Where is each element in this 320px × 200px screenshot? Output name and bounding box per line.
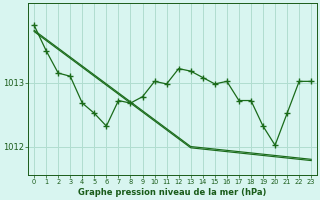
X-axis label: Graphe pression niveau de la mer (hPa): Graphe pression niveau de la mer (hPa)	[78, 188, 267, 197]
